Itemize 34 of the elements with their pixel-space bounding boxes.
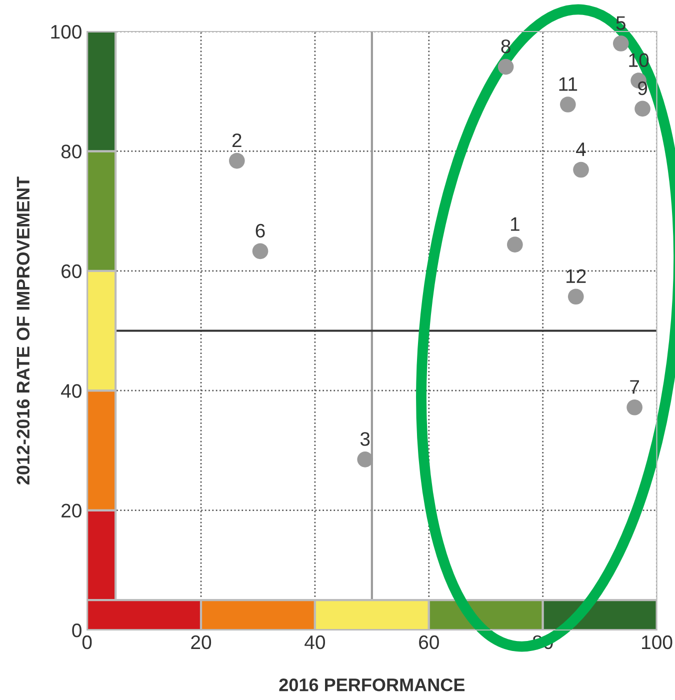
- point: [357, 452, 374, 468]
- annotation: 3: [360, 432, 370, 446]
- point: [568, 288, 584, 305]
- point: [507, 236, 523, 252]
- point: [634, 100, 650, 117]
- y-tick-label: 60: [62, 264, 82, 278]
- annotation: 1: [510, 217, 520, 231]
- y-tick-label: 20: [62, 504, 82, 518]
- annotation: 8: [501, 39, 510, 54]
- y-tick-label: 100: [51, 24, 82, 39]
- x-tick-label: 20: [191, 635, 212, 650]
- annotation: 9: [638, 81, 648, 96]
- point: [573, 162, 589, 178]
- annotation: 11: [559, 77, 578, 91]
- y-tick-label: 80: [61, 144, 82, 158]
- y-axis-title: 2012-2016 RATE OF IMPROVEMENT: [16, 176, 30, 484]
- y-tick-label: 40: [61, 384, 82, 398]
- point: [228, 152, 245, 169]
- x-axis-title: 2016 PERFORMANCE: [279, 678, 465, 692]
- annotation: 12: [566, 269, 586, 283]
- annotation: 7: [630, 380, 639, 394]
- y-tick-label: 0: [72, 623, 82, 638]
- x-tick-label: 40: [304, 635, 326, 650]
- x-tick-label: 0: [82, 635, 92, 650]
- annotation: 6: [256, 224, 265, 238]
- point: [252, 243, 268, 260]
- point: [498, 58, 514, 75]
- annotation: 4: [576, 142, 586, 156]
- point: [560, 96, 576, 112]
- point: [612, 36, 629, 52]
- annotation: 2: [232, 133, 242, 148]
- x-tick-label: 60: [419, 635, 439, 650]
- point: [626, 399, 642, 416]
- x-tick-label: 100: [642, 635, 672, 650]
